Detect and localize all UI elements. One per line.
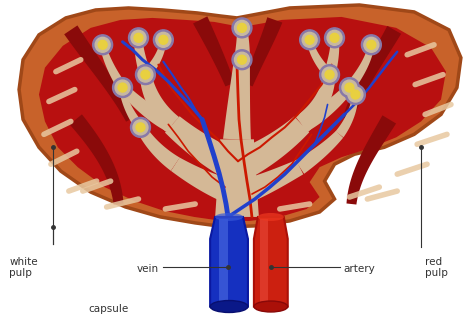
Circle shape [133, 120, 148, 135]
Circle shape [319, 65, 339, 85]
Circle shape [348, 87, 363, 102]
Circle shape [113, 78, 133, 98]
Ellipse shape [210, 301, 248, 313]
Circle shape [235, 52, 249, 67]
Circle shape [302, 32, 317, 47]
Circle shape [156, 32, 171, 47]
Circle shape [93, 35, 113, 55]
Circle shape [351, 90, 360, 99]
Polygon shape [215, 139, 259, 217]
Circle shape [235, 21, 249, 35]
Polygon shape [100, 44, 127, 90]
Circle shape [305, 35, 314, 44]
Circle shape [98, 40, 107, 49]
Circle shape [339, 78, 359, 98]
Polygon shape [139, 74, 179, 132]
Circle shape [364, 37, 379, 52]
Circle shape [237, 23, 246, 32]
Circle shape [136, 123, 145, 132]
Text: artery: artery [344, 264, 375, 274]
Circle shape [131, 30, 146, 45]
Polygon shape [119, 84, 176, 133]
Polygon shape [70, 114, 124, 204]
Circle shape [138, 67, 153, 82]
Circle shape [130, 118, 150, 137]
Circle shape [141, 70, 150, 79]
Circle shape [159, 35, 168, 44]
Circle shape [342, 80, 357, 95]
Polygon shape [219, 219, 228, 304]
Circle shape [232, 18, 252, 38]
Polygon shape [346, 44, 374, 91]
Polygon shape [243, 17, 283, 87]
Text: red
pulp: red pulp [425, 257, 448, 278]
Ellipse shape [254, 301, 288, 312]
Text: white
pulp: white pulp [9, 257, 38, 278]
Polygon shape [39, 17, 446, 221]
Ellipse shape [215, 213, 243, 221]
Circle shape [327, 30, 342, 45]
Polygon shape [165, 116, 244, 182]
Circle shape [330, 33, 339, 42]
Polygon shape [233, 160, 303, 206]
Polygon shape [231, 116, 309, 182]
Circle shape [115, 80, 130, 95]
Polygon shape [336, 94, 358, 137]
Polygon shape [260, 219, 268, 304]
Circle shape [322, 67, 337, 82]
Polygon shape [19, 5, 461, 227]
Polygon shape [234, 27, 250, 60]
Polygon shape [210, 217, 248, 307]
Circle shape [367, 40, 376, 49]
Circle shape [134, 33, 143, 42]
Polygon shape [119, 91, 145, 131]
Circle shape [345, 83, 354, 92]
Circle shape [325, 28, 345, 48]
Circle shape [118, 83, 127, 92]
Ellipse shape [258, 213, 284, 221]
Polygon shape [324, 37, 339, 76]
Circle shape [232, 50, 252, 70]
Circle shape [300, 30, 319, 50]
Text: capsule: capsule [89, 304, 129, 313]
Polygon shape [193, 16, 235, 87]
Circle shape [346, 85, 365, 105]
Circle shape [128, 28, 148, 48]
Circle shape [136, 65, 155, 85]
Circle shape [95, 37, 110, 52]
Polygon shape [64, 25, 135, 122]
Text: vein: vein [136, 264, 158, 274]
Polygon shape [298, 84, 353, 133]
Polygon shape [171, 157, 241, 206]
Circle shape [361, 35, 381, 55]
Polygon shape [134, 38, 151, 76]
Polygon shape [254, 217, 288, 307]
Polygon shape [295, 131, 343, 174]
Polygon shape [307, 39, 333, 78]
Circle shape [325, 70, 334, 79]
Polygon shape [136, 125, 180, 171]
Polygon shape [343, 26, 401, 121]
Circle shape [237, 55, 246, 64]
Circle shape [154, 30, 173, 50]
Polygon shape [142, 40, 166, 78]
Polygon shape [223, 59, 251, 140]
Polygon shape [346, 115, 396, 204]
Polygon shape [295, 74, 336, 132]
